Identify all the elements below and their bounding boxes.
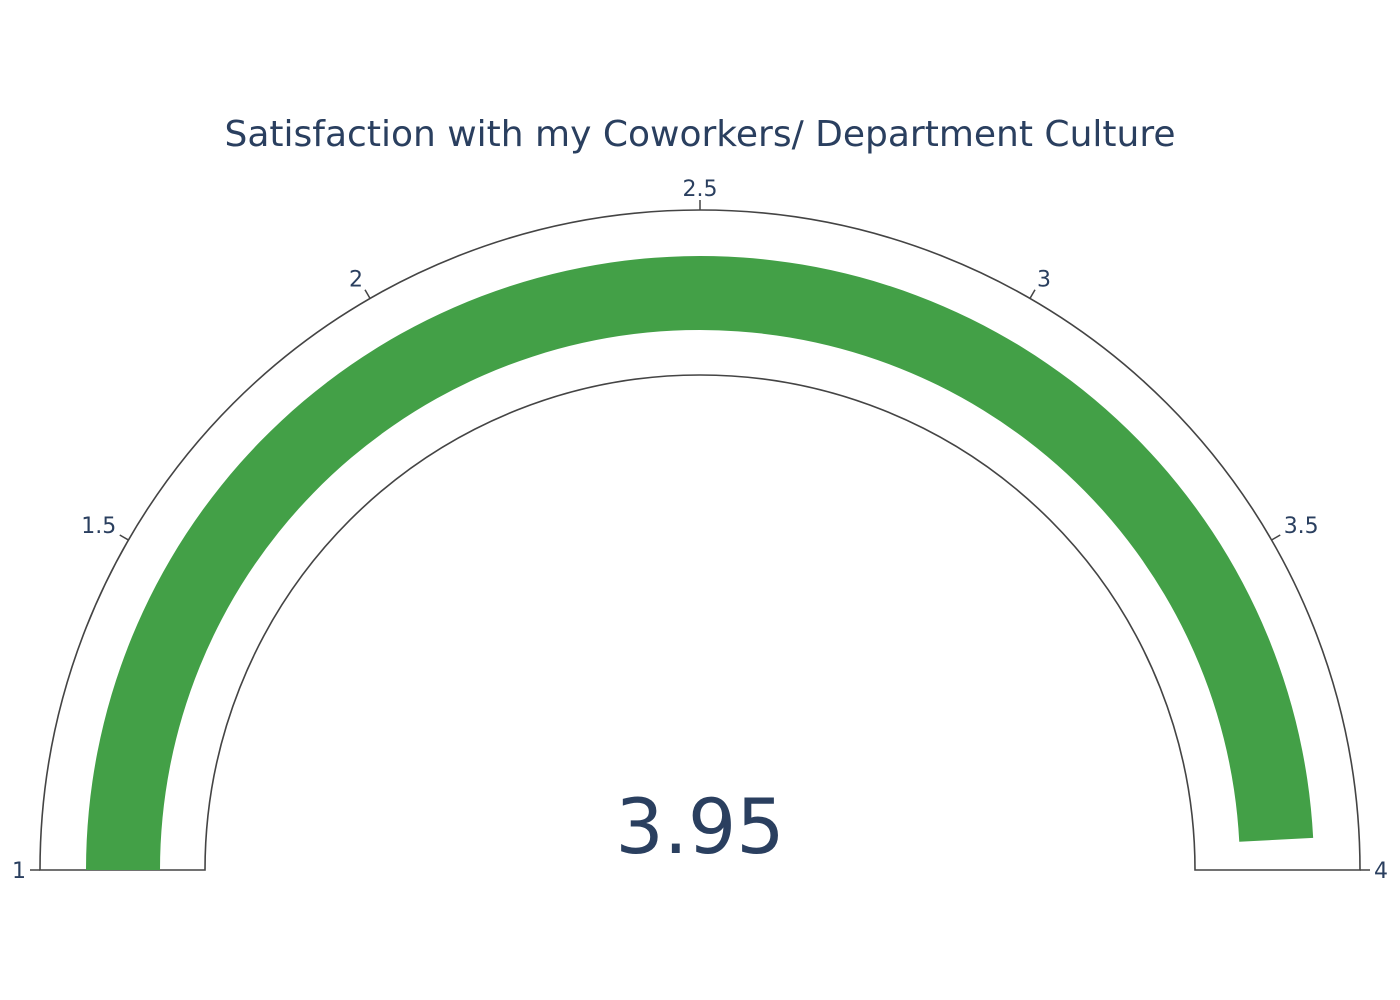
gauge-tick-label: 3.5 bbox=[1284, 514, 1319, 539]
gauge-outline bbox=[39, 209, 1361, 871]
gauge-tick-label: 2 bbox=[349, 267, 363, 292]
gauge-ticks: 1 1.5 2 2.5 3 3.5 4 bbox=[12, 177, 1388, 884]
gauge-tick-label: 2.5 bbox=[683, 177, 718, 202]
gauge-value-number: 3.95 bbox=[615, 782, 784, 871]
chart-title: Satisfaction with my Coworkers/ Departme… bbox=[225, 114, 1176, 155]
gauge-tick-mark bbox=[1029, 289, 1036, 299]
gauge-tick-mark bbox=[1271, 534, 1281, 541]
gauge-tick-mark bbox=[119, 534, 129, 541]
gauge-tick-label: 1.5 bbox=[81, 514, 116, 539]
gauge-tick-label: 1 bbox=[12, 859, 26, 884]
gauge-tick-mark bbox=[364, 289, 371, 299]
gauge-tick-label: 4 bbox=[1374, 859, 1388, 884]
gauge-value-bar bbox=[86, 255, 1314, 870]
gauge-tick-label: 3 bbox=[1037, 267, 1051, 292]
